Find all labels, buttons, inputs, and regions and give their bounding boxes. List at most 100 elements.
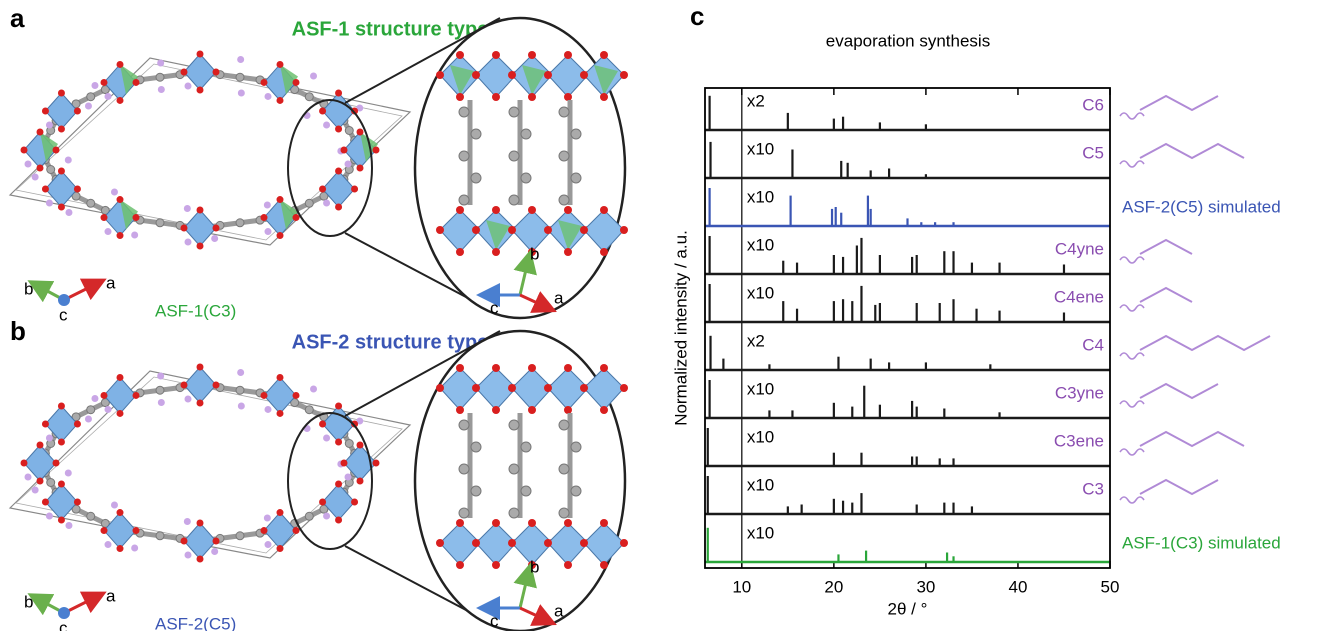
atom-o	[456, 519, 464, 527]
atom-c	[570, 441, 582, 453]
atom-side	[157, 85, 165, 93]
atom-side	[91, 394, 99, 402]
scale-label: x10	[747, 523, 774, 542]
atom-o	[528, 51, 536, 59]
atom-o	[212, 68, 220, 76]
atom-o	[356, 477, 364, 485]
atom-c	[520, 128, 532, 140]
atom-side	[183, 518, 191, 526]
atom-c	[570, 128, 582, 140]
atom-c	[508, 194, 520, 206]
atom-o	[73, 185, 81, 193]
molecule	[1139, 334, 1271, 352]
atom-o	[196, 399, 204, 407]
atom-o	[116, 196, 124, 204]
axis-label: a	[106, 273, 116, 292]
atom-c	[304, 92, 314, 102]
polyhedron-green	[558, 220, 582, 250]
atom-o	[564, 364, 572, 372]
atom-side	[131, 544, 139, 552]
atom-o	[508, 539, 516, 547]
atom-o	[492, 248, 500, 256]
atom-side	[183, 205, 191, 213]
atom-o	[436, 71, 444, 79]
atom-o	[276, 409, 284, 417]
atom-o	[456, 561, 464, 569]
atom-side	[323, 199, 331, 207]
atom-o	[492, 561, 500, 569]
atom-c	[458, 150, 470, 162]
atom-c	[558, 106, 570, 118]
atom-side	[84, 102, 92, 110]
atom-side	[211, 235, 219, 243]
atom-side	[310, 72, 318, 80]
atom-side	[356, 104, 364, 112]
atom-o	[319, 107, 327, 115]
atom-side	[45, 434, 53, 442]
atom-o	[319, 498, 327, 506]
atom-o	[564, 93, 572, 101]
atom-o	[116, 409, 124, 417]
atom-o	[620, 71, 628, 79]
atom-o	[132, 78, 140, 86]
atom-c	[86, 511, 96, 521]
atom-o	[52, 459, 60, 467]
atom-side	[184, 238, 192, 246]
atom-o	[351, 420, 359, 428]
polyhedron-green	[450, 65, 474, 95]
atom-o	[196, 206, 204, 214]
atom-o	[57, 516, 65, 524]
atom-o	[372, 459, 380, 467]
atom-side	[184, 82, 192, 90]
atom-o	[196, 519, 204, 527]
atom-c	[520, 441, 532, 453]
atom-o	[292, 78, 300, 86]
atom-o	[335, 402, 343, 410]
atom-o	[600, 561, 608, 569]
atom-o	[116, 545, 124, 553]
atom-side	[263, 514, 271, 522]
atom-side	[31, 173, 39, 181]
atom-o	[73, 420, 81, 428]
atom-o	[276, 196, 284, 204]
atom-o	[335, 516, 343, 524]
atom-o	[564, 519, 572, 527]
atom-side	[104, 405, 112, 413]
atom-o	[456, 248, 464, 256]
molecule	[1139, 142, 1245, 160]
atom-o	[57, 125, 65, 133]
atom-o	[340, 146, 348, 154]
atom-o	[116, 60, 124, 68]
atom-o	[600, 406, 608, 414]
atom-o	[472, 539, 480, 547]
atom-side	[237, 368, 245, 376]
atom-side	[45, 121, 53, 129]
atom-o	[580, 539, 588, 547]
atom-c	[508, 507, 520, 519]
scale-label: x10	[747, 139, 774, 158]
atom-o	[260, 78, 268, 86]
atom-o	[276, 373, 284, 381]
atom-side	[323, 512, 331, 520]
atom-o	[100, 527, 108, 535]
panel-label: a	[10, 3, 25, 33]
atom-o	[20, 146, 28, 154]
atom-o	[100, 78, 108, 86]
atom-o	[116, 509, 124, 517]
structures: a ASF-1 structure type b a c b c a ASF-1(C3) b ASF…	[8, 3, 628, 631]
axis-label: c	[59, 618, 68, 631]
series-label: C4ene	[1054, 287, 1104, 306]
atom-c	[46, 478, 56, 487]
atom-o	[456, 93, 464, 101]
atom-side	[211, 548, 219, 556]
molecule	[1139, 382, 1219, 400]
atom-o	[260, 214, 268, 222]
atom-o	[100, 214, 108, 222]
atom-c	[558, 507, 570, 519]
axis-dot	[58, 294, 70, 306]
atom-o	[600, 519, 608, 527]
atom-c	[235, 218, 245, 228]
atom-c	[344, 439, 354, 448]
atom-c	[508, 419, 520, 431]
polyhedron-green	[280, 64, 298, 95]
